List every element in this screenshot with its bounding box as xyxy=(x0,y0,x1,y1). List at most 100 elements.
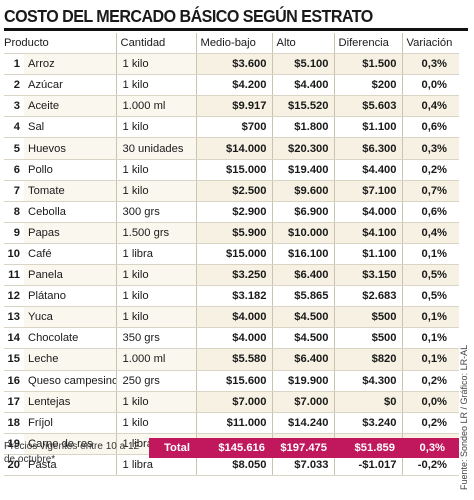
cell-variacion: 0,1% xyxy=(401,348,459,371)
row-number: 16 xyxy=(4,370,24,392)
cell-alto: $19.900 xyxy=(271,370,334,392)
cell-producto: Plátano xyxy=(24,285,116,308)
cell-producto: Cebolla xyxy=(24,201,116,223)
cell-alto: $6.900 xyxy=(271,201,334,223)
total-medio-bajo: $145.616 xyxy=(218,442,265,454)
cell-diferencia: -$1.017 xyxy=(333,454,402,476)
cell-diferencia: $7.100 xyxy=(333,180,402,202)
row-number: 15 xyxy=(4,348,24,371)
cell-medio-bajo: $3.182 xyxy=(195,285,272,308)
cell-diferencia: $0 xyxy=(333,391,402,413)
cell-producto: Arroz xyxy=(24,53,116,76)
total-row: Total $145.616 $197.475 $51.859 0,3% xyxy=(149,438,459,458)
source-credit: Fuente: Sondeo LR / Gráfico: LR-AL xyxy=(458,310,472,490)
cell-medio-bajo: $4.000 xyxy=(195,306,272,329)
cell-alto: $20.300 xyxy=(271,137,334,160)
cell-diferencia: $4.000 xyxy=(333,201,402,223)
cell-producto: Carne de res xyxy=(24,433,116,455)
cell-cantidad: 1 libra xyxy=(115,243,196,266)
cell-producto: Yuca xyxy=(24,306,116,329)
cell-producto: Café xyxy=(24,243,116,266)
cell-cantidad: 1.000 ml xyxy=(115,95,196,118)
chart-title: COSTO DEL MERCADO BÁSICO SEGÚN ESTRATO xyxy=(4,6,373,26)
cell-variacion: 0,5% xyxy=(401,264,459,287)
source-text: Fuente: Sondeo LR / Gráfico: LR-AL xyxy=(459,344,469,490)
cell-cantidad: 1 kilo xyxy=(115,264,196,287)
cell-variacion: 0,2% xyxy=(401,159,459,181)
table-row: 16 Queso campesino 250 grs $15.600 $19.900 $4… xyxy=(4,370,459,392)
row-number: 19 xyxy=(4,433,24,455)
cell-cantidad: 1 kilo xyxy=(115,285,196,308)
cell-alto: $4.500 xyxy=(271,306,334,329)
cell-variacion: 0,0% xyxy=(401,74,459,97)
cell-alto: $4.400 xyxy=(271,74,334,97)
cell-medio-bajo: $700 xyxy=(195,116,272,139)
cell-cantidad: 1 kilo xyxy=(115,306,196,329)
table-row: 13 Yuca 1 kilo $4.000 $4.500 $500 0,1% xyxy=(4,306,459,329)
cell-medio-bajo: $4.200 xyxy=(195,74,272,97)
cell-producto: Fríjol xyxy=(24,412,116,434)
row-number: 10 xyxy=(4,243,24,266)
cell-variacion: 0,6% xyxy=(401,201,459,223)
cell-medio-bajo: $3.600 xyxy=(195,53,272,76)
header-cantidad: Cantidad xyxy=(115,33,196,55)
table-row: 17 Lentejas 1 kilo $7.000 $7.000 $0 0,0% xyxy=(4,391,459,413)
cell-alto: $19.400 xyxy=(271,159,334,181)
cell-alto: $1.800 xyxy=(271,116,334,139)
table-row: 6 Pollo 1 kilo $15.000 $19.400 $4.400 0,2% xyxy=(4,159,459,181)
cell-cantidad: 1 kilo xyxy=(115,159,196,181)
table-row: 18 Fríjol 1 kilo $11.000 $14.240 $3.240 0,2% xyxy=(4,412,459,434)
cell-diferencia: $1.100 xyxy=(333,116,402,139)
cell-medio-bajo: $3.250 xyxy=(195,264,272,287)
cell-medio-bajo: $14.000 xyxy=(195,137,272,160)
cell-variacion: 0,1% xyxy=(401,243,459,266)
table-row: 12 Plátano 1 kilo $3.182 $5.865 $2.683 0,5% xyxy=(4,285,459,308)
table-row: 3 Aceite 1.000 ml $9.917 $15.520 $5.603 0,4% xyxy=(4,95,459,118)
total-alto: $197.475 xyxy=(280,442,327,454)
table-row: 11 Panela 1 kilo $3.250 $6.400 $3.150 0,5% xyxy=(4,264,459,287)
cell-alto: $5.865 xyxy=(271,285,334,308)
cell-diferencia: $3.150 xyxy=(333,264,402,287)
cell-cantidad: 1 kilo xyxy=(115,391,196,413)
table-row: 5 Huevos 30 unidades $14.000 $20.300 $6.300 0,… xyxy=(4,137,459,160)
cell-variacion: 0,3% xyxy=(401,137,459,160)
cell-medio-bajo: $15.000 xyxy=(195,243,272,266)
cell-alto: $15.520 xyxy=(271,95,334,118)
header-medio-bajo: Medio-bajo xyxy=(195,33,272,55)
cell-diferencia: $200 xyxy=(333,74,402,97)
cell-diferencia: $500 xyxy=(333,306,402,329)
cell-cantidad: 1 kilo xyxy=(115,53,196,76)
cell-alto: $6.400 xyxy=(271,264,334,287)
row-number: 6 xyxy=(4,159,24,181)
cell-medio-bajo: $2.900 xyxy=(195,201,272,223)
cell-diferencia: $4.100 xyxy=(333,222,402,244)
cell-cantidad: 1 kilo xyxy=(115,412,196,434)
cell-cantidad: 1 kilo xyxy=(115,74,196,97)
header-diferencia: Diferencia xyxy=(333,33,402,55)
cell-producto: Panela xyxy=(24,264,116,287)
header-producto: Producto xyxy=(4,33,116,55)
price-table: Producto Cantidad Medio-bajo Alto Difere… xyxy=(4,33,459,476)
cell-variacion: 0,7% xyxy=(401,180,459,202)
row-number: 9 xyxy=(4,222,24,244)
table-footer: Precios vigentes entre 10 a 12 de octubr… xyxy=(4,438,459,478)
row-number: 5 xyxy=(4,137,24,160)
cell-medio-bajo: $2.500 xyxy=(195,180,272,202)
table-row: 4 Sal 1 kilo $700 $1.800 $1.100 0,6% xyxy=(4,116,459,139)
cell-cantidad: 1.500 grs xyxy=(115,222,196,244)
row-number: 4 xyxy=(4,116,24,139)
cell-medio-bajo: $4.000 xyxy=(195,327,272,350)
cell-variacion: 0,6% xyxy=(401,116,459,139)
row-number: 1 xyxy=(4,53,24,76)
row-number: 14 xyxy=(4,327,24,350)
header-variacion: Variación xyxy=(401,33,459,55)
total-diferencia: $51.859 xyxy=(354,442,395,454)
cell-producto: Azúcar xyxy=(24,74,116,97)
price-note: Precios vigentes entre 10 a 12 de octubr… xyxy=(4,441,140,465)
cell-diferencia: $4.300 xyxy=(333,370,402,392)
total-label: Total xyxy=(164,442,190,454)
cell-medio-bajo: $11.000 xyxy=(195,412,272,434)
cell-producto: Chocolate xyxy=(24,327,116,350)
cell-alto: $7.000 xyxy=(271,391,334,413)
cell-variacion: 0,4% xyxy=(401,222,459,244)
